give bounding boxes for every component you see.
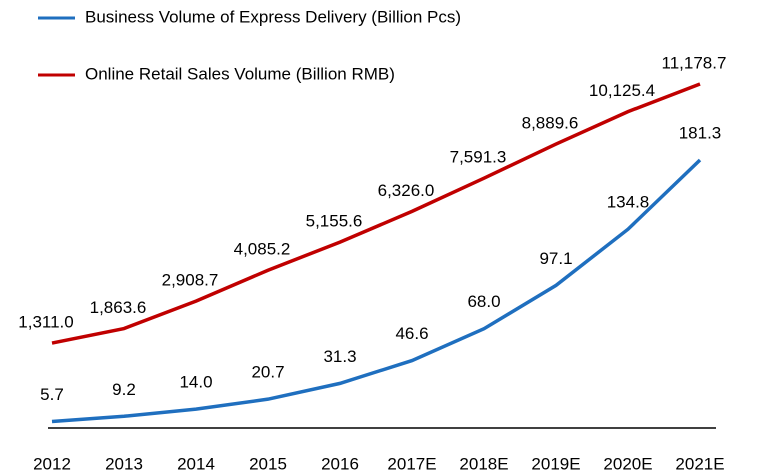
x-tick-label: 2015 [249,454,287,473]
data-label: 4,085.2 [234,240,291,259]
x-tick-label: 2014 [177,454,215,473]
data-label: 134.8 [607,193,650,212]
x-tick-label: 2018E [459,454,508,473]
data-label: 97.1 [539,249,572,268]
x-tick-label: 2017E [387,454,436,473]
x-tick-label: 2021E [675,454,724,473]
data-label: 8,889.6 [522,114,579,133]
data-label: 5,155.6 [306,212,363,231]
x-tick-label: 2013 [105,454,143,473]
legend-label: Business Volume of Express Delivery (Bil… [85,7,461,26]
data-label: 6,326.0 [378,181,435,200]
x-tick-label: 2012 [33,454,71,473]
series-line [51,158,702,424]
data-label: 1,311.0 [18,313,73,332]
x-tick-label: 2016 [321,454,359,473]
data-label: 31.3 [323,347,356,366]
x-tick-label: 2019E [531,454,580,473]
data-label: 5.7 [40,385,64,404]
data-label: 181.3 [679,123,722,142]
data-label: 1,863.6 [90,298,147,317]
data-label: 20.7 [251,363,284,382]
data-label: 7,591.3 [450,148,507,167]
series-line [51,82,701,345]
data-label: 68.0 [467,292,500,311]
data-label: 9.2 [112,380,136,399]
data-label: 14.0 [179,373,212,392]
data-label: 2,908.7 [162,271,219,290]
data-label: 46.6 [395,324,428,343]
data-label: 10,125.4 [589,81,655,100]
legend-label: Online Retail Sales Volume (Billion RMB) [85,64,395,83]
x-tick-label: 2020E [603,454,652,473]
data-label: 11,178.7 [662,53,727,72]
